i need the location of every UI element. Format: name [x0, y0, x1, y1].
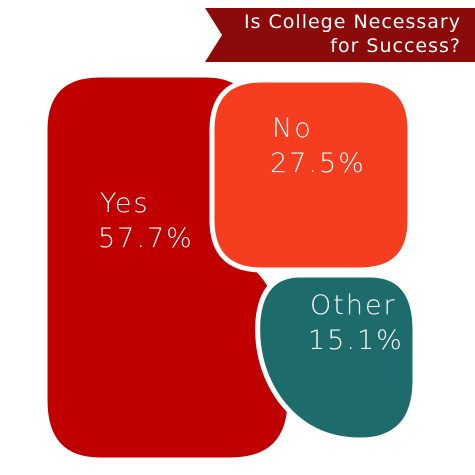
segment: [209, 77, 413, 273]
category-label: Other: [310, 290, 397, 321]
category-label: Yes: [100, 188, 150, 219]
title-banner: [205, 8, 475, 62]
segment: [255, 272, 418, 443]
chart-title: Is College Necessary for Success?: [243, 11, 461, 57]
value-label: 57.7%: [98, 223, 194, 254]
category-label: No: [272, 113, 313, 144]
value-label: 15.1%: [308, 325, 404, 356]
value-label: 27.5%: [270, 148, 366, 179]
